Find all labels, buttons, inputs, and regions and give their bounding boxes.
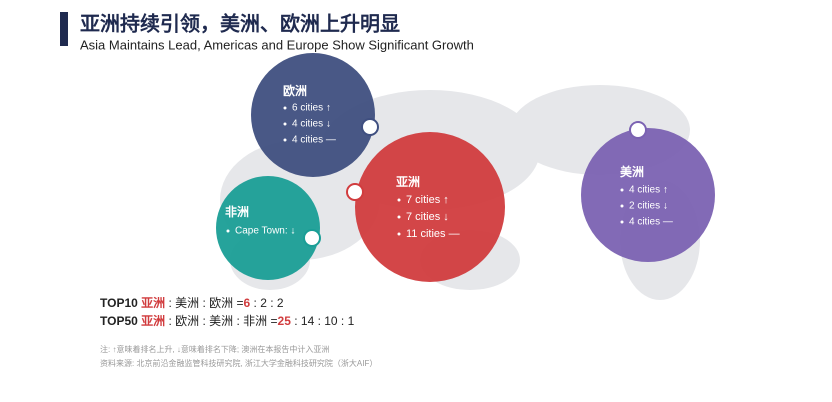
pin bbox=[629, 121, 647, 139]
ratio-row: TOP50 亚洲 : 欧洲 : 美洲 : 非洲 =25 : 14 : 10 : … bbox=[100, 314, 355, 328]
asia-circle bbox=[355, 132, 505, 282]
note: 资料来源: 北京前沿金融监管科技研究院, 浙江大学金融科技研究院（浙大AIF） bbox=[100, 358, 377, 368]
americas-circle bbox=[581, 128, 715, 262]
region-item: 4 cities — bbox=[292, 135, 336, 146]
bullets bbox=[226, 106, 624, 236]
note: 注: ↑意味着排名上升, ↓意味着排名下降; 澳洲在本报告中计入亚洲 bbox=[100, 344, 329, 354]
ratio-rest-values: : 2 : 2 bbox=[250, 296, 284, 310]
ratio-label: TOP10 bbox=[100, 296, 138, 310]
region-item: 4 cities — bbox=[629, 217, 673, 228]
ratio-rest: : 美洲 : 欧洲 = bbox=[165, 296, 243, 310]
europe-circle bbox=[251, 53, 375, 177]
ratio-lead: 亚洲 bbox=[141, 314, 165, 328]
region-name: 亚洲 bbox=[396, 175, 420, 189]
ratio-label: TOP50 bbox=[100, 314, 138, 328]
region-item: 2 cities ↓ bbox=[629, 201, 668, 212]
region-name: 非洲 bbox=[225, 204, 249, 219]
pin bbox=[361, 118, 379, 136]
ratio-rest-values: : 14 : 10 : 1 bbox=[291, 314, 355, 328]
ratio-rest: : 欧洲 : 美洲 : 非洲 = bbox=[165, 314, 277, 328]
region-item: 7 cities ↓ bbox=[406, 211, 449, 223]
africa-circle bbox=[216, 176, 320, 280]
ratio-row: TOP10 亚洲 : 美洲 : 欧洲 =6 : 2 : 2 bbox=[100, 296, 284, 310]
region-item: 7 cities ↑ bbox=[406, 194, 449, 206]
subtitle: Asia Maintains Lead, Americas and Europe… bbox=[80, 37, 474, 52]
region-item: Cape Town: ↓ bbox=[235, 226, 295, 237]
pin bbox=[346, 183, 364, 201]
region-name: 欧洲 bbox=[283, 83, 307, 98]
region-item: 4 cities ↓ bbox=[292, 119, 331, 130]
ratio-lead-value: 25 bbox=[278, 314, 292, 328]
title: 亚洲持续引领，美洲、欧洲上升明显 bbox=[80, 11, 400, 35]
region-name: 美洲 bbox=[620, 164, 644, 179]
region-item: 11 cities — bbox=[406, 228, 460, 240]
region-item: 6 cities ↑ bbox=[292, 103, 331, 114]
pin bbox=[303, 229, 321, 247]
ratio-lead-value: 6 bbox=[244, 296, 251, 310]
region-item: 4 cities ↑ bbox=[629, 185, 668, 196]
title-bar bbox=[60, 12, 68, 46]
ratio-lead: 亚洲 bbox=[141, 296, 165, 310]
